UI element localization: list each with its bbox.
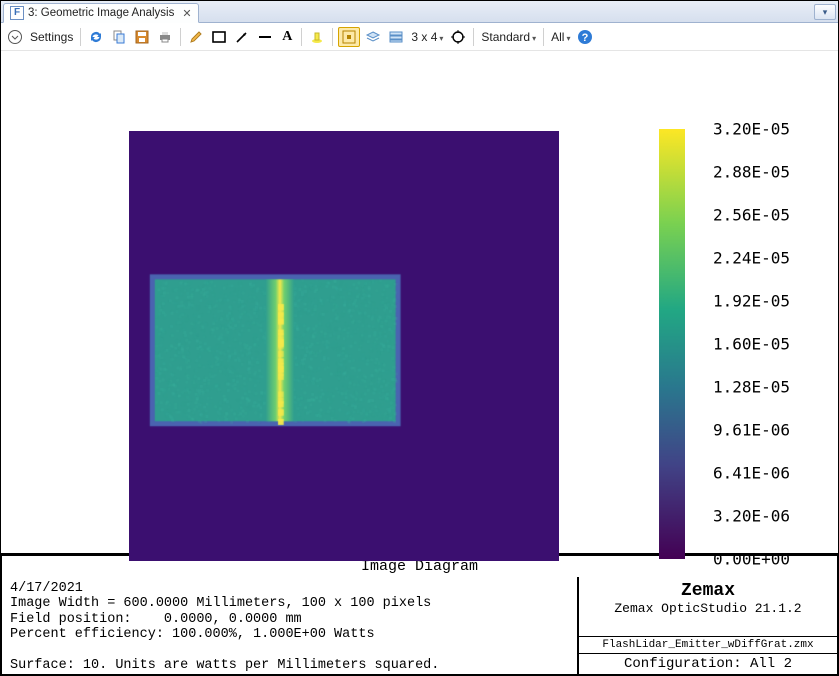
colorbar-tick-label: 3.20E-06 [713,507,790,526]
info-right-block: Zemax Zemax OpticStudio 21.1.2 FlashLida… [578,577,838,675]
arrow-tool-icon[interactable] [232,27,252,47]
copy-icon[interactable] [109,27,129,47]
line-tool-icon[interactable] [255,27,275,47]
separator [473,28,474,46]
configuration-label: Configuration: All 2 [579,654,837,674]
info-footer: Image Diagram 4/17/2021 Image Width = 60… [1,553,838,675]
grid-size-dropdown[interactable]: 3 x 4▾ [409,30,445,44]
version-label: Zemax OpticStudio 21.1.2 [585,601,831,616]
separator [180,28,181,46]
target-icon[interactable] [448,27,468,47]
brand-name: Zemax [585,581,831,601]
app-icon: F [10,6,24,20]
text-tool-icon[interactable]: A [278,27,296,47]
colorbar-tick-label: 0.00E+00 [713,550,790,569]
standard-label: Standard [481,30,530,44]
colorbar-tick-label: 1.92E-05 [713,292,790,311]
colorbar-tick-label: 2.56E-05 [713,206,790,225]
close-icon[interactable]: ✕ [182,7,191,20]
filename-label: FlashLidar_Emitter_wDiffGrat.zmx [579,637,837,654]
plot-area: 3.20E-05 2.88E-05 2.56E-05 2.24E-05 1.92E-05… [1,51,838,553]
save-icon[interactable] [132,27,152,47]
separator [301,28,302,46]
tab-geometric-image-analysis[interactable]: F 3: Geometric Image Analysis ✕ [3,3,199,23]
tab-title: 3: Geometric Image Analysis [28,7,174,19]
pencil-icon[interactable] [186,27,206,47]
colorbar-tick-label: 3.20E-05 [713,120,790,139]
colorbar-tick-label: 1.28E-05 [713,378,790,397]
rectangle-tool-icon[interactable] [209,27,229,47]
colorbar-tick-label: 2.88E-05 [713,163,790,182]
svg-text:?: ? [582,32,589,44]
colorbar-tick-label: 6.41E-06 [713,464,790,483]
window-menu-button[interactable]: ▾ [814,4,836,20]
refresh-icon[interactable] [86,27,106,47]
colorbar-tick-label: 9.61E-06 [713,421,790,440]
stack-icon[interactable] [386,27,406,47]
analysis-window: F 3: Geometric Image Analysis ✕ ▾ Settin… [0,0,839,676]
info-text-block: 4/17/2021 Image Width = 600.0000 Millime… [1,577,578,675]
standard-dropdown[interactable]: Standard▾ [479,30,538,44]
print-icon[interactable] [155,27,175,47]
grid-size-label: 3 x 4 [411,30,437,44]
tab-strip: F 3: Geometric Image Analysis ✕ ▾ [1,1,838,23]
toolbar: Settings A [1,23,838,51]
settings-expand-icon[interactable] [5,27,25,47]
separator [332,28,333,46]
layers-icon[interactable] [363,27,383,47]
all-dropdown[interactable]: All▾ [549,30,572,44]
separator [80,28,81,46]
colorbar [659,129,685,559]
colorbar-tick-label: 1.60E-05 [713,335,790,354]
help-icon[interactable]: ? [575,27,595,47]
settings-button[interactable]: Settings [28,30,75,44]
colorbar-tick-label: 2.24E-05 [713,249,790,268]
highlight-icon[interactable] [307,27,327,47]
brand-block: Zemax Zemax OpticStudio 21.1.2 [579,577,837,637]
grid-center-icon[interactable] [338,27,360,47]
heatmap-canvas [129,131,559,561]
separator [543,28,544,46]
all-label: All [551,30,564,44]
